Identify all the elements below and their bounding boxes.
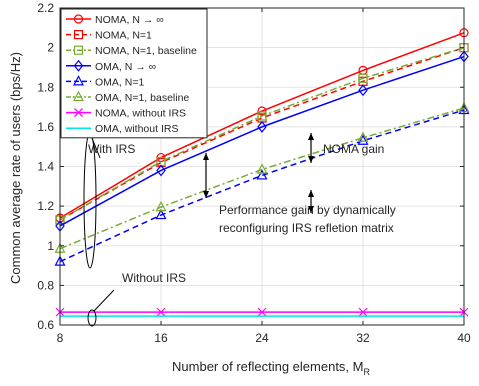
legend-label: NOMA, without IRS	[95, 108, 186, 120]
y-tick-label: 1.8	[37, 80, 54, 94]
x-tick-label: 24	[255, 331, 269, 345]
legend-label: OMA, N=1	[95, 76, 144, 88]
legend-label: NOMA, N=1	[95, 30, 152, 42]
series-line	[59, 109, 465, 263]
legend-box	[60, 8, 208, 139]
x-tick-label: 16	[154, 331, 168, 345]
y-tick-label: 1	[47, 239, 54, 253]
legend-item: NOMA, N=1	[66, 30, 152, 42]
x-tick-label: 40	[457, 331, 471, 345]
series-6	[55, 307, 469, 317]
marker-triangle	[155, 200, 167, 212]
legend-label: OMA, N → ∞	[95, 61, 156, 73]
marker-triangle	[256, 163, 268, 174]
marker-x	[74, 108, 83, 118]
legend-item: OMA, N → ∞	[66, 59, 156, 73]
marker-triangle	[73, 90, 84, 102]
gain-arrow-1-head-bottom	[203, 191, 209, 198]
marker-x	[257, 307, 267, 317]
gain-arrow-2-head-top	[308, 190, 314, 197]
annotation-noma-gain: NOMA gain	[323, 142, 384, 156]
marker-square	[73, 45, 84, 55]
annotation-without-irs: Without IRS	[122, 271, 186, 285]
legend: NOMA, N → ∞ NOMA, N=1 NOMA, N=1, baseline O…	[60, 8, 208, 139]
marker-x	[156, 307, 166, 317]
annotation-with-irs: With IRS	[88, 142, 135, 156]
y-tick-label: 1.4	[37, 160, 54, 174]
gain-arrow-1-head-top	[203, 153, 209, 160]
marker-diamond	[156, 164, 166, 177]
marker-diamond	[73, 59, 84, 72]
legend-label: OMA, without IRS	[95, 123, 178, 135]
marker-triangle	[256, 169, 268, 180]
series-line	[59, 55, 465, 227]
series-line	[59, 32, 465, 219]
legend-label: OMA, N=1, baseline	[95, 92, 189, 104]
marker-circle	[73, 14, 84, 24]
y-axis-label: Common average rate of users (bps/Hz)	[8, 52, 23, 284]
gain-arrow-2-head-bottom	[308, 206, 314, 213]
legend-label: NOMA, N=1, baseline	[95, 45, 197, 57]
y-tick-label: 1.6	[37, 120, 54, 134]
marker-square	[358, 73, 368, 83]
y-tick-label: 2	[47, 41, 54, 55]
annotation-perf-gain-line1: Performance gain by dynamically	[219, 203, 396, 217]
x-tick-label: 32	[356, 331, 370, 345]
x-tick-label: 8	[57, 331, 64, 345]
y-tick-label: 0.8	[37, 278, 54, 292]
marker-diamond	[257, 120, 267, 133]
legend-item: NOMA, N → ∞	[66, 14, 164, 26]
y-tick-label: 1.2	[37, 199, 54, 213]
noma-gain-arrow-head-top	[308, 133, 314, 140]
marker-diamond	[358, 84, 368, 97]
annotations: With IRS Without IRS NOMA gain Performan…	[83, 131, 396, 327]
legend-item: OMA, N=1	[66, 75, 144, 88]
legend-item: OMA, without IRS	[66, 123, 178, 135]
without-irs-ellipse	[87, 309, 97, 327]
marker-triangle	[155, 208, 167, 220]
marker-x	[358, 307, 368, 317]
y-tick-label: 2.2	[37, 1, 54, 15]
legend-item: OMA, N=1, baseline	[66, 90, 189, 104]
legend-item: NOMA, N=1, baseline	[66, 45, 197, 57]
marker-triangle	[73, 75, 84, 86]
marker-square	[257, 111, 267, 121]
y-tick-label: 0.6	[37, 318, 54, 332]
series-line	[59, 46, 465, 221]
series-3	[55, 50, 469, 232]
legend-item: NOMA, without IRS	[66, 108, 186, 120]
legend-label: NOMA, N → ∞	[95, 14, 164, 26]
marker-circle	[257, 106, 267, 116]
x-axis-label: Number of reflecting elements, MR	[172, 359, 370, 377]
without-irs-pointer	[93, 289, 115, 312]
marker-triangle	[357, 131, 369, 142]
annotation-perf-gain-line2: reconfiguring IRS refletion matrix	[219, 221, 394, 235]
axes: 8 16 24 32 40 0.6 0.8 1 1.2 1.4 1.6 1.8 2 2.2	[37, 1, 471, 345]
marker-triangle	[357, 134, 369, 145]
noma-gain-arrow-head-bottom	[308, 156, 314, 163]
marker-square	[73, 30, 84, 40]
